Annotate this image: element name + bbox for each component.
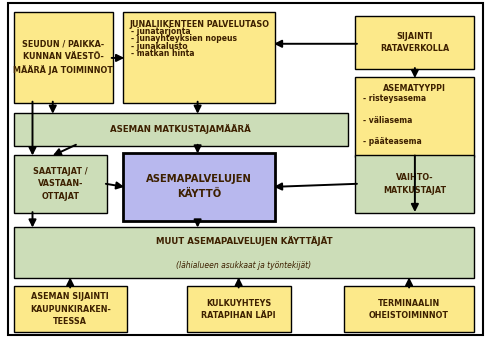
FancyBboxPatch shape [344, 287, 474, 332]
Text: - junayhteyksien nopeus: - junayhteyksien nopeus [131, 34, 238, 43]
FancyBboxPatch shape [355, 16, 474, 69]
Text: - junatarjonta: - junatarjonta [131, 27, 191, 36]
Text: MUUT ASEMAPALVELUJEN KÄYTTÄJÄT: MUUT ASEMAPALVELUJEN KÄYTTÄJÄT [156, 236, 332, 246]
FancyBboxPatch shape [355, 77, 474, 156]
FancyBboxPatch shape [14, 226, 474, 279]
Text: JUNALIIKENTEEN PALVELUTASO: JUNALIIKENTEEN PALVELUTASO [129, 20, 269, 28]
Text: - matkan hinta: - matkan hinta [131, 49, 195, 58]
Text: (lähialueen asukkaat ja työntekijät): (lähialueen asukkaat ja työntekijät) [176, 261, 311, 270]
FancyBboxPatch shape [186, 287, 291, 332]
Text: ASEMAPALVELUJEN
KÄYTTÖ: ASEMAPALVELUJEN KÄYTTÖ [146, 174, 252, 199]
Text: ASEMAN SIJAINTI
KAUPUNKIRAKEN-
TEESSA: ASEMAN SIJAINTI KAUPUNKIRAKEN- TEESSA [30, 292, 110, 327]
Text: ASEMAN MATKUSTAJAMÄÄRÄ: ASEMAN MATKUSTAJAMÄÄRÄ [110, 124, 251, 134]
Text: - junakalusto: - junakalusto [131, 42, 188, 51]
FancyBboxPatch shape [123, 152, 275, 221]
Text: - väliasema: - väliasema [363, 116, 412, 125]
Text: VAIHTO-
MATKUSTAJAT: VAIHTO- MATKUSTAJAT [383, 173, 447, 195]
FancyBboxPatch shape [123, 13, 275, 103]
FancyBboxPatch shape [355, 154, 474, 213]
FancyBboxPatch shape [14, 154, 107, 213]
Text: KULKUYHTEYS
RATAPIHAN LÄPI: KULKUYHTEYS RATAPIHAN LÄPI [202, 298, 276, 320]
FancyBboxPatch shape [14, 113, 348, 146]
Text: SEUDUN / PAIKKA-
KUNNAN VÄESTÖ-
MÄÄRÄ JA TOIMINNOT: SEUDUN / PAIKKA- KUNNAN VÄESTÖ- MÄÄRÄ JA… [14, 40, 113, 75]
FancyBboxPatch shape [14, 13, 113, 103]
Text: SIJAINTI
RATAVERKOLLA: SIJAINTI RATAVERKOLLA [380, 32, 449, 53]
Text: - pääteasema: - pääteasema [363, 137, 422, 146]
FancyBboxPatch shape [8, 3, 484, 335]
Text: TERMINAALIN
OHEISTOIMINNOT: TERMINAALIN OHEISTOIMINNOT [369, 298, 449, 320]
Text: SAATTAJAT /
VASTAAN-
OTTAJAT: SAATTAJAT / VASTAAN- OTTAJAT [33, 167, 88, 201]
FancyBboxPatch shape [14, 287, 127, 332]
Text: ASEMATYYPPI: ASEMATYYPPI [384, 83, 447, 93]
Text: - risteysasema: - risteysasema [363, 94, 426, 103]
